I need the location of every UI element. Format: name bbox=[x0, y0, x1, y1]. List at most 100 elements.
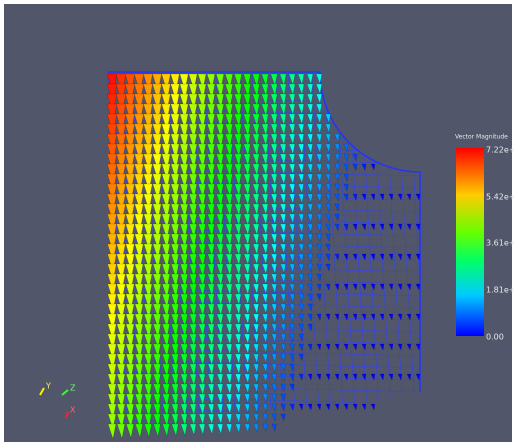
vector-arrow bbox=[243, 313, 251, 325]
vector-arrow bbox=[198, 393, 206, 406]
vector-arrow bbox=[361, 283, 367, 291]
vector-arrow bbox=[180, 423, 188, 437]
vector-arrow bbox=[261, 113, 269, 127]
vector-arrow bbox=[152, 263, 162, 280]
vector-arrow bbox=[198, 333, 206, 347]
vector-arrow bbox=[170, 173, 180, 191]
vector-arrow bbox=[207, 383, 215, 396]
vector-arrow bbox=[252, 253, 260, 266]
vector-arrow bbox=[188, 153, 198, 170]
vector-arrow bbox=[207, 283, 215, 297]
vector-arrow bbox=[297, 153, 304, 165]
vector-arrow bbox=[270, 133, 278, 146]
vector-arrow bbox=[197, 103, 207, 120]
vector-arrow bbox=[234, 333, 242, 345]
vector-arrow bbox=[270, 83, 278, 97]
vector-arrow bbox=[307, 223, 313, 233]
vector-arrow bbox=[316, 213, 322, 223]
vector-arrow bbox=[198, 423, 206, 436]
vector-arrow bbox=[206, 123, 216, 140]
vector-arrow bbox=[406, 343, 412, 351]
vector-arrow bbox=[325, 233, 331, 242]
vector-arrow bbox=[270, 253, 277, 265]
vector-arrow bbox=[243, 303, 251, 315]
vector-arrow bbox=[152, 213, 162, 231]
vector-arrow bbox=[289, 333, 295, 343]
vector-arrow bbox=[125, 123, 135, 143]
vector-arrow bbox=[106, 133, 118, 154]
vector-arrow bbox=[107, 423, 117, 440]
vector-arrow bbox=[153, 403, 161, 418]
vector-arrow bbox=[397, 193, 403, 201]
vector-arrow bbox=[162, 353, 170, 369]
vector-arrow bbox=[188, 93, 198, 111]
vector-arrow bbox=[352, 403, 358, 411]
vector-arrow bbox=[162, 313, 170, 329]
vector-arrow bbox=[144, 403, 152, 419]
vector-arrow bbox=[343, 253, 349, 261]
vector-arrow bbox=[379, 283, 385, 291]
vector-arrow bbox=[162, 393, 170, 408]
vector-arrow bbox=[225, 223, 233, 237]
vector-arrow bbox=[234, 113, 242, 128]
vector-arrow bbox=[280, 413, 286, 422]
vector-arrow bbox=[343, 223, 349, 232]
vector-arrow bbox=[152, 153, 162, 171]
vector-arrow bbox=[288, 183, 296, 195]
vector-arrow bbox=[189, 403, 197, 417]
vector-arrow bbox=[225, 83, 233, 99]
vector-arrow bbox=[288, 93, 296, 106]
vector-arrow bbox=[225, 93, 233, 109]
vector-arrow bbox=[207, 233, 215, 248]
vector-arrow bbox=[188, 103, 198, 121]
vector-arrow bbox=[243, 173, 251, 187]
vector-arrow bbox=[134, 343, 144, 360]
vector-arrow bbox=[280, 373, 286, 383]
vector-arrow bbox=[125, 243, 135, 261]
vector-arrow bbox=[225, 393, 233, 405]
vector-arrow bbox=[134, 173, 144, 192]
vector-arrow bbox=[116, 333, 126, 351]
vector-arrow bbox=[143, 213, 153, 231]
vector-arrow bbox=[207, 253, 215, 268]
vector-arrow bbox=[197, 83, 207, 101]
vector-arrow bbox=[225, 193, 233, 208]
vector-arrow bbox=[225, 163, 233, 178]
vector-arrow bbox=[325, 213, 331, 223]
vector-arrow bbox=[280, 343, 286, 353]
vector-arrow bbox=[298, 293, 304, 303]
vector-arrow bbox=[270, 243, 278, 255]
vector-arrow bbox=[116, 293, 126, 311]
vector-arrow bbox=[207, 223, 215, 238]
vector-arrow bbox=[106, 73, 118, 94]
vector-arrow bbox=[107, 153, 117, 173]
vector-arrow bbox=[134, 123, 144, 142]
color-bar-label: 7.22e+1 bbox=[486, 146, 516, 155]
vector-arrow bbox=[143, 143, 153, 162]
vector-arrow bbox=[289, 293, 295, 303]
vector-arrow bbox=[152, 303, 162, 320]
vector-arrow bbox=[325, 243, 331, 252]
vector-arrow bbox=[252, 123, 260, 137]
vector-arrow bbox=[107, 243, 117, 262]
vector-arrow bbox=[162, 363, 170, 378]
vector-arrow bbox=[316, 203, 322, 213]
vector-arrow bbox=[225, 333, 233, 346]
vector-arrow bbox=[334, 313, 340, 321]
vector-arrow bbox=[125, 153, 135, 172]
triad-y-axis bbox=[39, 387, 45, 396]
vector-arrow bbox=[225, 243, 233, 257]
vector-arrow bbox=[316, 293, 322, 302]
vector-arrow bbox=[297, 103, 305, 115]
vector-arrow bbox=[125, 283, 135, 301]
vector-arrow bbox=[135, 393, 143, 409]
vector-arrow bbox=[161, 243, 171, 260]
vector-arrow bbox=[289, 303, 295, 313]
vector-arrow bbox=[134, 313, 144, 330]
vector-arrow bbox=[243, 213, 251, 227]
vector-arrow bbox=[307, 403, 313, 411]
vector-arrow bbox=[153, 393, 161, 408]
vector-arrow bbox=[197, 163, 206, 179]
vector-arrow bbox=[279, 233, 286, 245]
vector-arrow bbox=[189, 233, 197, 249]
